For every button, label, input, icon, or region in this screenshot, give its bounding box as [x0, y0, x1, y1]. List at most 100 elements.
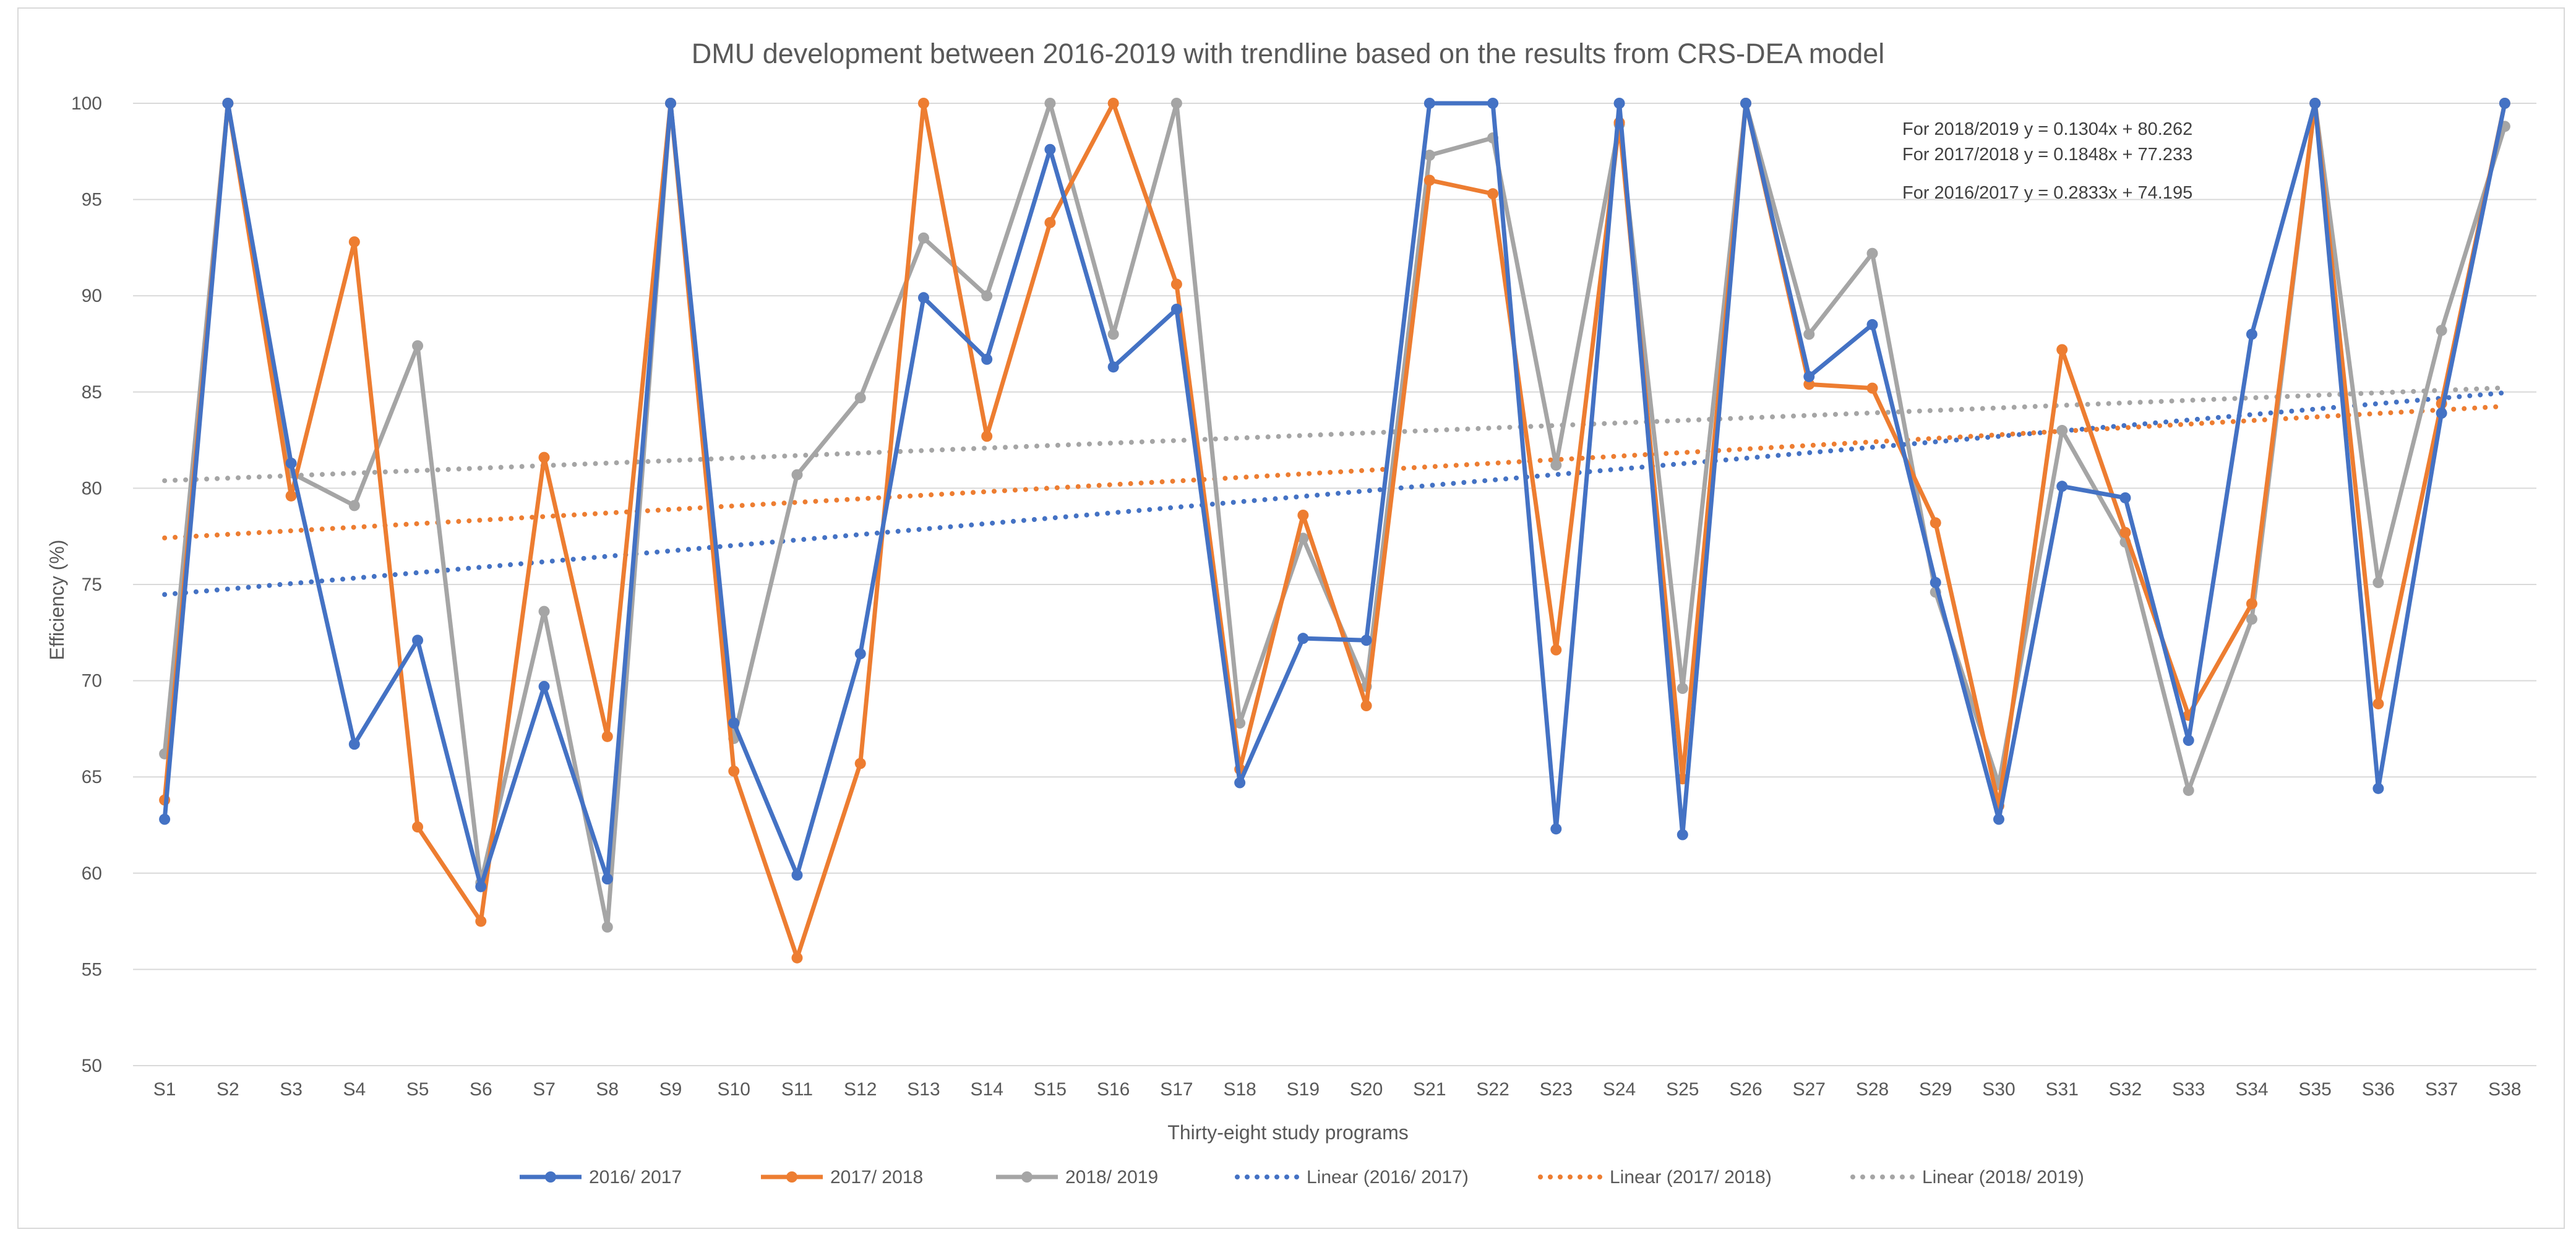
x-tick-label: S14 [971, 1079, 1003, 1100]
x-tick-label: S10 [718, 1079, 750, 1100]
legend-label: Linear (2016/ 2017) [1307, 1167, 1469, 1187]
legend-label: 2017/ 2018 [830, 1167, 923, 1187]
legend-item-2: 2017/ 2018 [761, 1167, 923, 1187]
data-point [1170, 303, 1182, 315]
x-tick-label: S21 [1413, 1079, 1446, 1100]
y-tick-label: 100 [71, 93, 102, 114]
x-tick-label: S17 [1160, 1079, 1193, 1100]
data-point [601, 730, 613, 742]
legend-label: Linear (2018/ 2019) [1922, 1167, 2084, 1187]
data-point [1866, 382, 1878, 394]
data-point [1297, 633, 1309, 644]
series-line [162, 101, 2507, 930]
series-1 [159, 98, 2510, 892]
data-point [981, 290, 993, 302]
data-point [222, 98, 234, 109]
data-point [1866, 319, 1878, 330]
x-tick-label: S16 [1097, 1079, 1130, 1100]
data-point [2056, 481, 2068, 492]
data-point [285, 490, 297, 502]
legend-marker [786, 1171, 797, 1183]
data-point [2183, 735, 2194, 747]
data-point [2183, 784, 2194, 796]
data-point [538, 680, 550, 692]
data-point [1993, 813, 2004, 825]
x-tick-label: S18 [1223, 1079, 1256, 1100]
data-point [1234, 717, 1246, 729]
data-point [2246, 328, 2257, 340]
x-tick-label: S37 [2425, 1079, 2458, 1100]
legend-item-5: Linear (2017/ 2018) [1538, 1167, 1772, 1187]
x-tick-label: S8 [596, 1079, 619, 1100]
legend-item-6: Linear (2018/ 2019) [1850, 1167, 2084, 1187]
x-tick-label: S30 [1982, 1079, 2015, 1100]
series-line [162, 101, 2507, 960]
y-axis-ticks: 50 55 60 65 70 75 80 85 90 95 100 [71, 93, 102, 1076]
data-point [728, 717, 740, 729]
data-point [2372, 782, 2384, 794]
x-tick-label: S6 [470, 1079, 492, 1100]
data-point [917, 232, 929, 244]
x-tick-label: S35 [2298, 1079, 2331, 1100]
data-point [1423, 174, 1435, 186]
data-point [1803, 370, 1815, 382]
data-point [1170, 98, 1182, 109]
chart-frame [17, 7, 2565, 1229]
data-point [728, 765, 740, 777]
data-point [601, 921, 613, 933]
data-point [1677, 829, 1688, 841]
y-tick-label: 55 [82, 959, 102, 980]
x-tick-label: S9 [659, 1079, 682, 1100]
data-point [917, 292, 929, 304]
data-point [475, 881, 487, 892]
equation-2016-2017: For 2016/2017 y = 0.2833x + 74.195 [1902, 183, 2192, 203]
x-tick-label: S36 [2362, 1079, 2395, 1100]
x-tick-label: S26 [1729, 1079, 1762, 1100]
data-point [791, 469, 803, 481]
x-tick-label: S20 [1350, 1079, 1383, 1100]
x-tick-label: S7 [533, 1079, 556, 1100]
data-point [1423, 98, 1435, 109]
legend-marker [1021, 1171, 1033, 1183]
y-tick-label: 85 [82, 382, 102, 403]
y-tick-label: 70 [82, 671, 102, 691]
data-point [2436, 325, 2447, 336]
x-tick-label: S31 [2046, 1079, 2079, 1100]
equation-2017-2018: For 2017/2018 y = 0.1848x + 77.233 [1902, 145, 2192, 165]
series-3 [159, 98, 2510, 933]
x-tick-label: S24 [1603, 1079, 1636, 1100]
data-point [348, 236, 360, 248]
data-point [412, 635, 424, 646]
data-point [1550, 644, 1562, 656]
data-point [1930, 517, 1941, 529]
data-point [1550, 823, 1562, 835]
x-tick-label: S19 [1287, 1079, 1320, 1100]
data-point [1740, 98, 1752, 109]
data-point [1297, 533, 1309, 544]
data-point [854, 392, 866, 404]
y-tick-label: 95 [82, 190, 102, 210]
data-point [285, 457, 297, 469]
x-tick-label: S11 [781, 1079, 813, 1100]
legend-item-3: 2018/ 2019 [996, 1167, 1158, 1187]
data-point [159, 813, 171, 825]
data-point [665, 98, 677, 109]
x-tick-label: S15 [1034, 1079, 1067, 1100]
data-point [981, 430, 993, 442]
data-point [601, 873, 613, 885]
data-point [2309, 98, 2321, 109]
x-axis-ticks: S1 S2 S3 S4 S5 S6 S7 S8 S9 S10 S11 S12 S13 S14 S15 S16 S… [153, 1079, 2522, 1100]
x-tick-label: S3 [280, 1079, 303, 1100]
legend: 2016/ 2017 2017/ 2018 2018/ 2019 Linear (20… [520, 1167, 2084, 1187]
data-point [917, 98, 929, 109]
y-axis-title: Efficiency (%) [46, 539, 68, 660]
data-point [1107, 328, 1119, 340]
data-point [854, 648, 866, 660]
y-tick-label: 90 [82, 286, 102, 306]
legend-label: 2016/ 2017 [589, 1167, 682, 1187]
trendline-3 [162, 385, 2507, 484]
data-point [1487, 98, 1499, 109]
data-point [854, 758, 866, 769]
data-point [1360, 700, 1372, 712]
trend-equations: For 2018/2019 y = 0.1304x + 80.262 For 2… [1902, 119, 2192, 203]
